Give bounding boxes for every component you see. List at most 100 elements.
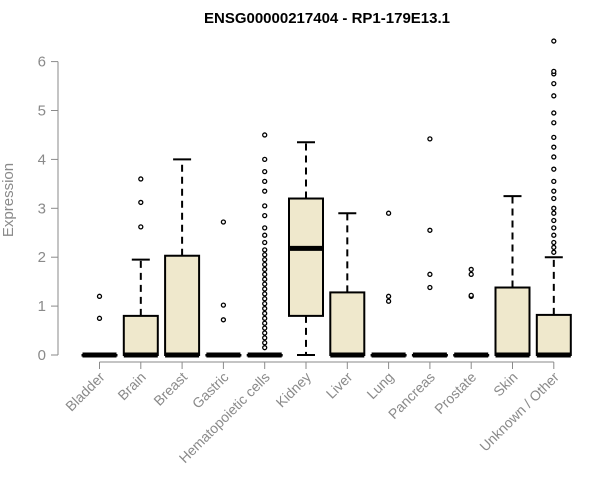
outlier-point — [551, 217, 557, 224]
outlier-point — [262, 252, 268, 258]
outlier-point — [262, 225, 268, 231]
box-body — [535, 313, 572, 357]
outlier-point — [551, 205, 557, 211]
box-pancreas — [411, 136, 448, 358]
chart-title: ENSG00000217404 - RP1-179E13.1 — [204, 10, 450, 27]
outlier-point — [262, 320, 268, 326]
box-hematopoietic-cells — [246, 132, 283, 358]
y-tick-label: 2 — [38, 249, 46, 266]
box-bladder — [81, 293, 118, 358]
outlier-point — [551, 244, 557, 251]
box-skin — [494, 195, 531, 358]
box-liver — [329, 212, 366, 358]
outlier-point — [220, 317, 227, 323]
outlier-point — [551, 249, 557, 255]
box-unknown-other — [535, 38, 572, 358]
outlier-point — [262, 340, 268, 346]
x-tick-label: Bladder — [62, 369, 108, 415]
outlier-point — [262, 178, 268, 185]
y-tick-label: 6 — [38, 54, 46, 71]
x-tick-label: Brain — [114, 369, 148, 403]
outlier-point — [262, 305, 268, 312]
outlier-point — [262, 345, 268, 351]
outlier-point — [551, 166, 557, 172]
box-body — [494, 286, 531, 357]
outlier-point — [551, 68, 557, 75]
outlier-point — [551, 188, 557, 194]
outlier-point — [551, 232, 557, 238]
outlier-point — [551, 38, 557, 44]
box-body — [122, 314, 159, 357]
y-axis-label: Expression — [0, 163, 17, 237]
outlier-point — [262, 266, 268, 273]
box-series — [81, 38, 572, 358]
outlier-point — [262, 132, 268, 138]
outlier-point — [551, 120, 557, 126]
outlier-point — [427, 271, 433, 277]
outlier-point — [262, 271, 268, 277]
outlier-point — [551, 225, 557, 231]
outlier-point — [385, 210, 392, 216]
outlier-point — [262, 247, 268, 253]
y-tick-label: 3 — [38, 200, 46, 217]
outlier-point — [551, 210, 557, 216]
y-tick-label: 5 — [38, 103, 46, 120]
outlier-point — [262, 212, 268, 219]
x-tick-label: Liver — [323, 369, 356, 402]
outlier-point — [551, 144, 557, 150]
x-tick-label: Lung — [363, 369, 396, 402]
outlier-point — [138, 176, 144, 182]
outlier-point — [551, 134, 557, 141]
box-kidney — [288, 141, 324, 356]
outlier-point — [551, 93, 557, 99]
outlier-point — [262, 301, 268, 307]
x-tick-label: Kidney — [273, 369, 315, 411]
y-axis: 0 1 2 3 4 5 6 — [38, 54, 59, 364]
outlier-point — [262, 276, 268, 282]
box-body — [288, 197, 324, 317]
outlier-point — [262, 286, 268, 292]
outlier-point — [96, 293, 103, 299]
outlier-point — [262, 296, 268, 302]
outlier-point — [551, 239, 557, 246]
outlier-point — [385, 293, 392, 299]
outlier-point — [427, 284, 433, 291]
outlier-point — [220, 302, 227, 308]
outlier-point — [551, 178, 557, 185]
outlier-point — [551, 80, 557, 87]
outlier-point — [468, 271, 474, 277]
box-body — [164, 254, 201, 356]
outlier-point — [96, 315, 103, 321]
outlier-point — [468, 292, 474, 298]
outlier-point — [385, 298, 392, 304]
outlier-point — [551, 110, 557, 116]
outlier-point — [262, 261, 268, 268]
outlier-point — [262, 315, 268, 321]
outlier-point — [220, 219, 227, 225]
x-tick-label: Prostate — [431, 369, 479, 417]
box-brain — [122, 176, 159, 358]
outlier-point — [468, 266, 474, 273]
outlier-point — [427, 136, 433, 142]
box-body — [329, 291, 366, 356]
outlier-point — [427, 227, 433, 233]
box-prostate — [453, 266, 490, 358]
outlier-point — [262, 232, 268, 238]
outlier-point — [262, 310, 268, 317]
outlier-point — [551, 195, 557, 202]
y-tick-label: 0 — [38, 347, 46, 364]
x-tick-label: Breast — [150, 369, 190, 409]
box-lung — [370, 210, 407, 358]
outlier-point — [262, 188, 268, 194]
x-tick-label: Skin — [490, 369, 521, 400]
box-gastric — [205, 219, 242, 358]
outlier-point — [138, 199, 144, 206]
outlier-point — [262, 330, 268, 336]
outlier-point — [262, 335, 268, 341]
outlier-point — [138, 224, 144, 230]
outlier-point — [262, 256, 268, 263]
outlier-point — [262, 291, 268, 297]
y-tick-label: 1 — [38, 298, 46, 315]
